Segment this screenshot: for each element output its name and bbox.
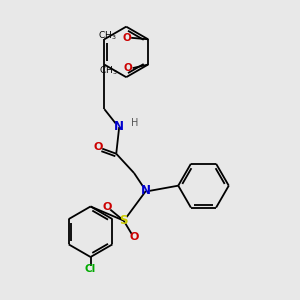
Text: O: O bbox=[122, 33, 131, 43]
Text: O: O bbox=[124, 63, 133, 73]
Text: N: N bbox=[114, 121, 124, 134]
Text: S: S bbox=[119, 214, 128, 227]
Text: H: H bbox=[131, 118, 138, 128]
Text: O: O bbox=[129, 232, 139, 242]
Text: CH$_3$: CH$_3$ bbox=[98, 29, 116, 42]
Text: O: O bbox=[103, 202, 112, 212]
Text: CH$_3$: CH$_3$ bbox=[99, 64, 118, 77]
Text: O: O bbox=[93, 142, 103, 152]
Text: Cl: Cl bbox=[85, 264, 96, 274]
Text: N: N bbox=[141, 184, 151, 197]
